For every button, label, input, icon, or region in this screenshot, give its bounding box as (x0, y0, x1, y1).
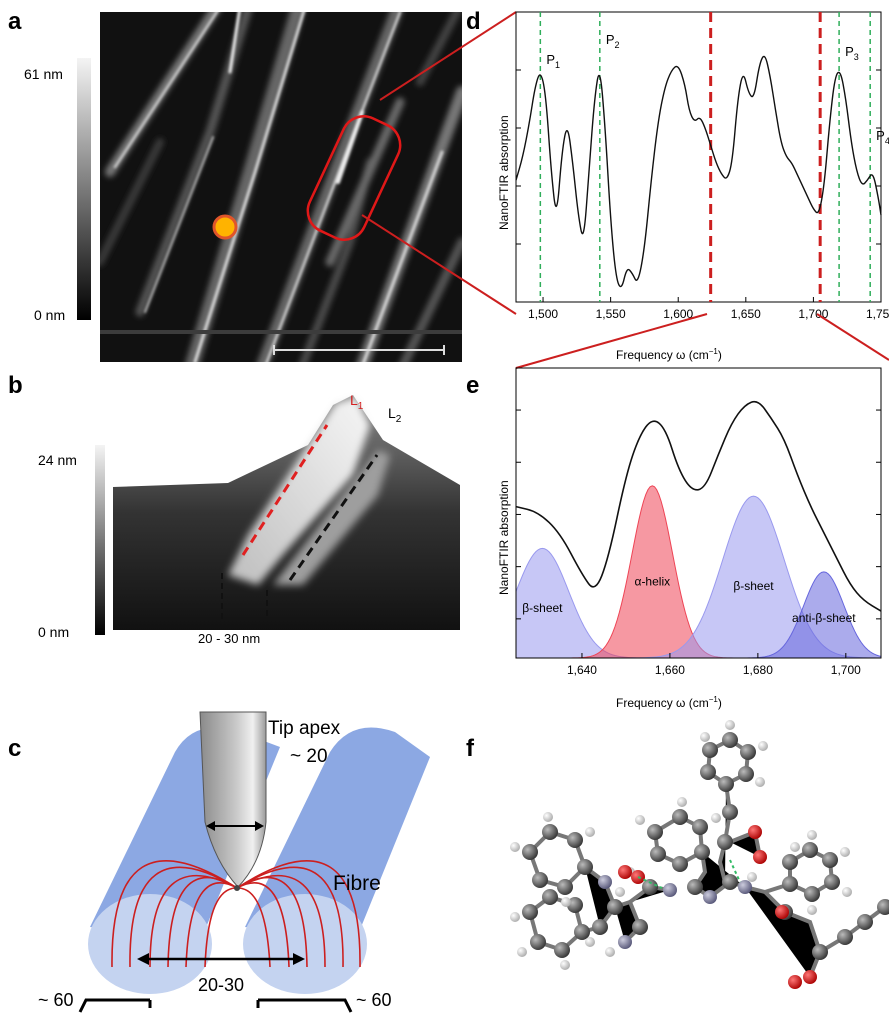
colorbar-a (77, 58, 91, 320)
band-label: anti-β-sheet (792, 611, 856, 625)
fibre-width-label: 20 - 30 nm (198, 631, 261, 646)
spectrum-line-d (515, 55, 882, 288)
peak-label: P4 (876, 128, 889, 146)
panel-d-label: d (466, 8, 481, 35)
tip-apex-size: ~ 20 (290, 746, 328, 767)
label-l1: L1 (350, 392, 364, 412)
x-tick-label-e: 1,660 (655, 663, 685, 677)
tip-fibre-schematic (78, 711, 430, 1013)
label-l2: L2 (388, 405, 402, 425)
spectrum-chart-d: 1,500 1,550 1,600 1,650 1,700 1,750 P1 P2 P3 P4 (515, 11, 889, 321)
x-tick-label-d: 1,500 (528, 307, 558, 321)
gap-label: 20-30 (198, 975, 245, 995)
left-fibre-width: ~ 60 (38, 990, 74, 1010)
deconvolution-chart-e: β-sheet α-helix β-sheet anti-β-sheet 1,640 1,… (515, 367, 882, 677)
colorbar-a-min: 0 nm (34, 307, 66, 323)
panel-c-label: c (8, 735, 22, 762)
right-fibre-width: ~ 60 (356, 990, 392, 1010)
band-label: α-helix (635, 575, 671, 589)
xlabel-e: Frequency ω (cm−1) (616, 695, 722, 710)
afm-3d-b (113, 395, 460, 630)
colorbar-a-max: 61 nm (24, 66, 63, 82)
field-lines (111, 860, 361, 968)
zoom-region-a (306, 115, 402, 241)
xlabel-d: Frequency ω (cm−1) (616, 347, 722, 362)
x-tick-label-e: 1,640 (567, 663, 597, 677)
x-tick-label-d: 1,700 (798, 307, 828, 321)
panel-e-label: e (466, 372, 480, 399)
afm-image-a (100, 12, 462, 362)
band-label: β-sheet (522, 601, 563, 615)
panel-b-label: b (8, 372, 23, 399)
probe-position-marker (212, 214, 238, 240)
ylabel-e: NanoFTIR absorption (497, 480, 511, 595)
colorbar-b-max: 24 nm (38, 452, 77, 468)
band-label: β-sheet (733, 579, 774, 593)
peak-label: P3 (845, 44, 859, 62)
peak-label: P2 (606, 32, 620, 50)
tip-apex-label: Tip apex (268, 718, 341, 739)
fibre-label: Fibre (333, 872, 381, 895)
ylabel-d: NanoFTIR absorption (497, 115, 511, 230)
x-tick-label-d: 1,750 (866, 307, 889, 321)
x-tick-label-d: 1,550 (596, 307, 626, 321)
colorbar-b-min: 0 nm (38, 624, 70, 640)
peak-label: P1 (546, 52, 560, 70)
plot-frame-e (515, 367, 882, 659)
panel-f-label: f (466, 735, 474, 762)
molecular-model-f (510, 720, 889, 989)
x-tick-label-e: 1,700 (831, 663, 861, 677)
colorbar-b (95, 445, 105, 635)
plot-frame-d (515, 11, 882, 303)
x-tick-label-d: 1,650 (731, 307, 761, 321)
x-tick-label-e: 1,680 (743, 663, 773, 677)
fibre-right (243, 727, 430, 994)
spectrum-line-e (515, 400, 882, 612)
panel-a-label: a (8, 8, 22, 35)
x-tick-label-d: 1,600 (663, 307, 693, 321)
